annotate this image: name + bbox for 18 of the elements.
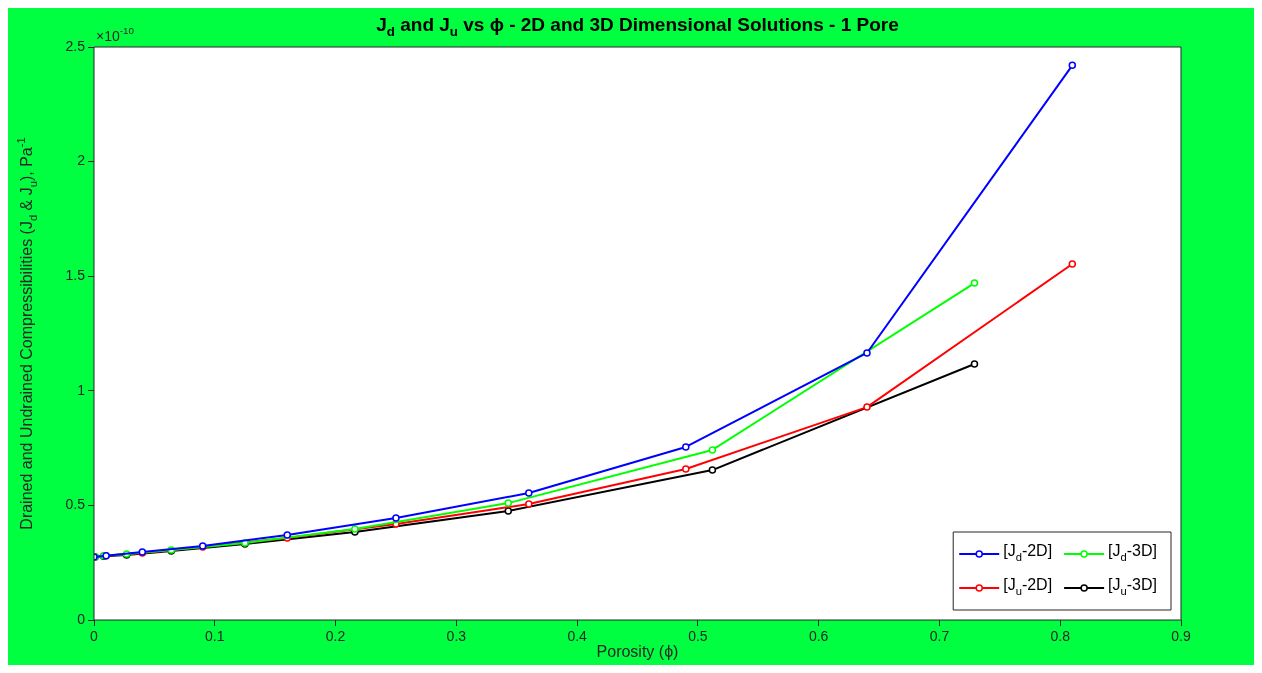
x-axis-title: Porosity (ϕ) xyxy=(596,643,679,661)
x-tick-label: 0.1 xyxy=(205,628,225,645)
x-tick-label: 0.2 xyxy=(325,628,346,645)
x-tick-label: 0.7 xyxy=(929,628,950,645)
y-tick-label: 0 xyxy=(77,610,86,627)
y-tick-label: 1.5 xyxy=(65,267,86,284)
y-tick-label: 2.5 xyxy=(65,37,86,54)
x-tick-label: 0.9 xyxy=(1171,628,1191,645)
x-tick-label: 0.8 xyxy=(1050,628,1071,645)
y-tick-label: 2 xyxy=(77,152,86,169)
x-tick-label: 0.6 xyxy=(808,628,829,645)
x-tick-label: 0 xyxy=(90,628,99,645)
x-tick-label: 0.4 xyxy=(567,628,588,645)
x-tick-label: 0.3 xyxy=(446,628,467,645)
y-axis-title: Drained and Undrained Compressibilities (Jd & Ju), Pa-1 xyxy=(14,137,39,530)
y-tick-label: 1 xyxy=(77,381,86,398)
x-tick-label: 0.5 xyxy=(688,628,708,645)
y-tick-label: 0.5 xyxy=(65,496,86,513)
